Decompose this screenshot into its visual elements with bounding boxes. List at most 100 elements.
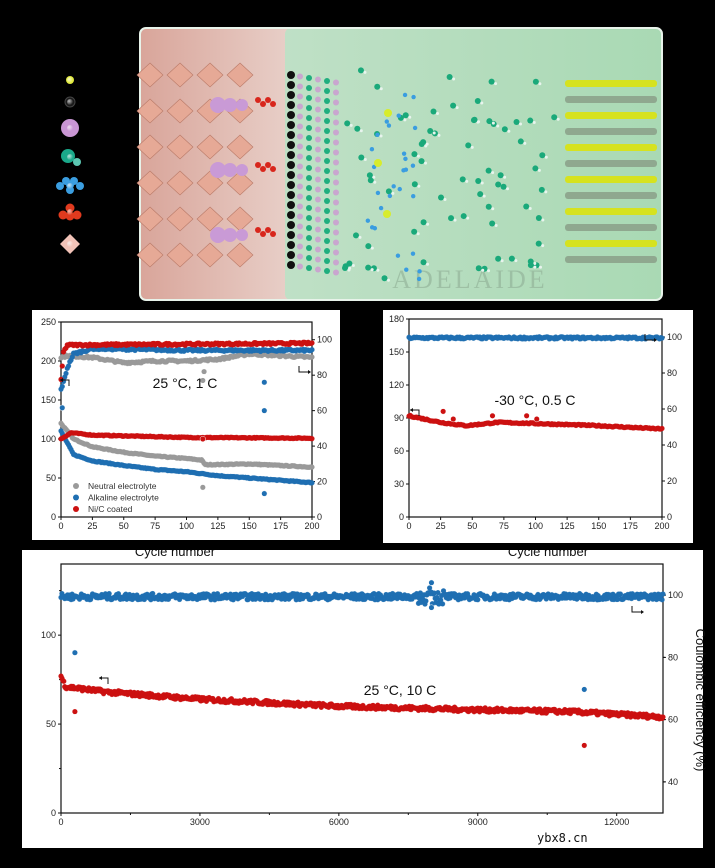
outlier-point xyxy=(440,408,447,415)
right-axis-pointer-arrow xyxy=(298,366,309,373)
water-molecule xyxy=(538,186,545,193)
right-axis-pointer-arrow xyxy=(644,334,655,341)
x-tick-label: 25 xyxy=(87,521,97,531)
anode-layer-atom xyxy=(315,146,321,153)
outlier-point xyxy=(199,377,206,384)
arrow-head xyxy=(641,610,644,614)
water-hydrogen xyxy=(538,82,542,86)
data-point xyxy=(659,335,665,341)
anode-layer-atom xyxy=(333,259,339,266)
anode-layer-atom xyxy=(297,173,303,180)
water-hydrogen xyxy=(514,259,518,263)
anode-layer-atom xyxy=(306,205,312,211)
water-hydrogen xyxy=(370,268,374,272)
data-point xyxy=(309,435,315,442)
anion-cluster xyxy=(384,119,390,124)
anode-layer-atom xyxy=(315,126,321,133)
anode-layer-atom xyxy=(333,139,339,146)
anode-layer-atom xyxy=(324,78,330,84)
carbon-atom xyxy=(287,211,295,219)
anion-cluster xyxy=(391,184,396,189)
anode-layer-atom xyxy=(333,179,339,186)
x-tick-label: 6000 xyxy=(329,817,349,827)
watermark-text: ybx8.cn xyxy=(537,831,588,845)
ion-purple xyxy=(223,98,237,112)
cathode-octahedron xyxy=(196,62,224,88)
water-hydrogen xyxy=(503,175,507,179)
carbon-atom xyxy=(287,241,295,249)
carbon-atom xyxy=(287,91,295,99)
x-tick-label: 200 xyxy=(304,521,319,531)
series-neutral-left xyxy=(58,420,315,491)
arrow-head xyxy=(60,378,63,382)
x-tick-label: 0 xyxy=(58,817,63,827)
anode-layer-atom xyxy=(324,118,330,124)
anode-layer-atom xyxy=(297,223,303,230)
series-nic-left xyxy=(58,673,666,749)
anode-layer-atom xyxy=(333,129,339,136)
right-y-tick-label: 20 xyxy=(667,476,677,486)
water-hydrogen xyxy=(537,168,541,172)
ion-purple xyxy=(236,99,248,111)
anion-cluster xyxy=(411,94,416,100)
cathode-octahedron xyxy=(136,134,164,160)
outlier-point xyxy=(261,490,268,497)
anode-layer-atom xyxy=(324,148,330,154)
water-molecule xyxy=(477,191,484,198)
cathode-octahedron xyxy=(226,170,254,196)
x-tick-label: 75 xyxy=(150,521,160,531)
water-molecule xyxy=(465,142,472,149)
left-axis-pointer-arrow xyxy=(99,677,109,684)
anode-layer-atom xyxy=(324,268,330,274)
outlier-point xyxy=(428,604,435,611)
data-point xyxy=(660,714,666,720)
anode-layer-atom xyxy=(315,236,321,243)
outlier-point xyxy=(71,649,78,656)
x-tick-label: 175 xyxy=(623,521,638,531)
carbon-atom xyxy=(287,71,295,79)
anode-layer-atom xyxy=(324,138,330,144)
anode-layer-atom xyxy=(306,215,312,221)
water-molecule xyxy=(527,117,534,124)
anode-layer-atom xyxy=(297,83,303,90)
anion-cluster xyxy=(369,225,375,230)
anion-cluster xyxy=(365,218,371,223)
carbon-atom xyxy=(287,161,295,169)
water-hydrogen xyxy=(556,117,560,121)
series-nic-left xyxy=(58,430,315,443)
carbon-atom xyxy=(287,131,295,139)
anode-stripe xyxy=(565,192,657,199)
glass-highlight xyxy=(139,27,663,301)
legend-item: Alkaline electrolyte xyxy=(73,493,159,503)
water-molecule xyxy=(352,232,359,239)
plot-frame xyxy=(60,563,664,814)
anode-layer-atom xyxy=(297,133,303,140)
data-point xyxy=(475,596,481,603)
x-tick-label: 125 xyxy=(560,521,575,531)
water-hydrogen xyxy=(481,268,485,272)
x-tick-label: 50 xyxy=(119,521,129,531)
water-hydrogen xyxy=(482,194,486,198)
oxygen-cluster xyxy=(255,97,261,103)
anode-layer-atom xyxy=(306,265,312,271)
right-y-tick-label: 60 xyxy=(667,404,677,414)
water-hydrogen xyxy=(391,191,395,195)
anion-cluster xyxy=(411,193,416,199)
anode-layer-atom xyxy=(306,225,312,231)
carbon-atom xyxy=(287,231,295,239)
series-alkaline-left xyxy=(58,404,315,497)
anode-layer-atom xyxy=(297,233,303,240)
left-y-tick-label: 150 xyxy=(41,395,56,405)
anion-cluster xyxy=(416,276,422,282)
x-tick-label: 25 xyxy=(436,521,446,531)
water-molecule xyxy=(500,183,507,190)
anode-layer-atom xyxy=(306,155,312,161)
anion-cluster xyxy=(396,113,401,118)
anode-layer-atom xyxy=(324,178,330,184)
outlier-point xyxy=(199,484,206,491)
water-molecule xyxy=(497,172,504,179)
carbon-atom xyxy=(287,191,295,199)
water-hydrogen xyxy=(507,129,511,133)
water-molecule xyxy=(402,112,409,119)
water-hydrogen xyxy=(437,133,441,137)
